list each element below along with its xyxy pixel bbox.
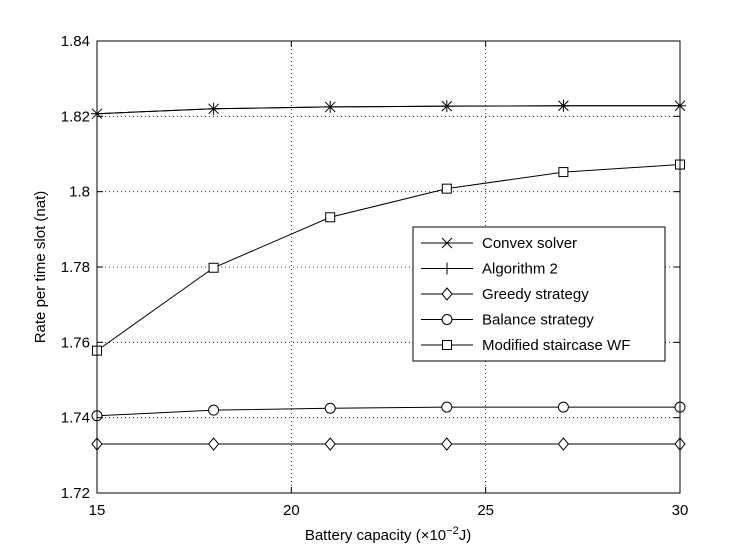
data-point-circle: [208, 404, 220, 416]
data-point-circle: [557, 401, 569, 413]
data-point-x: [441, 237, 453, 249]
y-tick-label: 1.8: [69, 184, 90, 201]
data-point-diamond: [441, 437, 453, 451]
data-point-circle: [441, 314, 453, 325]
y-tick-label: 1.78: [61, 259, 90, 276]
data-point-plus: [324, 100, 337, 113]
series-line: [96, 406, 680, 417]
legend-label: Balance strategy: [482, 312, 594, 329]
legend-label: Convex solver: [482, 235, 577, 252]
x-axis-label-unit: J): [459, 527, 472, 544]
data-point-square: [442, 340, 452, 350]
x-tick-label: 15: [89, 502, 106, 519]
data-point-square: [208, 262, 219, 273]
axis-ticks: 15 20 25 30 1.72 1.74 1.76 1.78 1.8 1.82 1.84: [61, 33, 689, 519]
y-tick-label: 1.76: [61, 334, 90, 351]
x-tick-label: 25: [477, 502, 494, 519]
x-tick-label: 30: [672, 502, 689, 519]
legend: Convex solver Algorithm 2 Greedy strategy B…: [412, 226, 666, 362]
data-point-plus: [557, 99, 570, 112]
data-point-square: [558, 167, 569, 178]
data-point-diamond: [324, 437, 336, 451]
data-point-plus: [440, 100, 453, 113]
y-axis-label: Rate per time slot (nat): [32, 191, 49, 344]
marker-stroke: [441, 237, 453, 249]
y-tick-label: 1.74: [61, 410, 90, 427]
data-point-diamond: [441, 287, 453, 301]
series-line: [96, 164, 681, 352]
data-point-circle: [441, 401, 453, 413]
data-point-square: [325, 212, 336, 223]
legend-label: Modified staircase WF: [482, 337, 630, 354]
data-point-diamond: [207, 437, 220, 451]
data-point-plus: [207, 102, 220, 115]
data-point-diamond: [557, 437, 570, 451]
data-point-plus: [441, 262, 453, 275]
x-tick-label: 20: [283, 502, 300, 519]
x-axis-label-text: Battery capacity (×10: [305, 527, 446, 544]
legend-label: Greedy strategy: [482, 286, 589, 303]
data-point-circle: [324, 402, 336, 414]
x-axis-label-exponent: −2: [446, 525, 459, 537]
y-tick-label: 1.72: [61, 485, 90, 502]
x-axis-label: Battery capacity (×10−2J): [305, 525, 471, 544]
y-tick-label: 1.84: [61, 33, 90, 50]
data-point-square: [441, 183, 452, 194]
series-line: [96, 105, 680, 115]
series-group: [91, 99, 686, 451]
legend-label: Algorithm 2: [482, 261, 558, 278]
grid-lines: [97, 41, 680, 493]
y-tick-label: 1.82: [61, 108, 90, 125]
